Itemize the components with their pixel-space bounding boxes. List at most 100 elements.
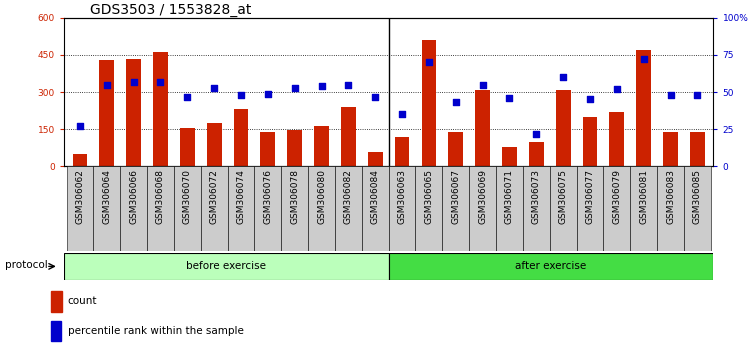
Bar <box>282 166 308 251</box>
Text: GSM306062: GSM306062 <box>75 169 84 224</box>
Bar <box>583 117 597 166</box>
Bar <box>657 166 684 251</box>
Point <box>155 79 167 85</box>
Bar <box>523 166 550 251</box>
Point <box>692 92 704 98</box>
Text: GSM306079: GSM306079 <box>612 169 621 224</box>
Text: GSM306078: GSM306078 <box>290 169 299 224</box>
Point <box>396 112 408 117</box>
Text: GSM306069: GSM306069 <box>478 169 487 224</box>
Bar <box>335 166 362 251</box>
Text: GSM306075: GSM306075 <box>559 169 568 224</box>
Text: GSM306073: GSM306073 <box>532 169 541 224</box>
Bar <box>636 50 651 166</box>
Point <box>584 97 596 102</box>
Bar <box>288 130 302 166</box>
Bar <box>362 166 389 251</box>
Bar <box>684 166 710 251</box>
Point <box>262 91 274 96</box>
Text: before exercise: before exercise <box>186 261 267 272</box>
Bar <box>609 112 624 166</box>
Bar <box>577 166 603 251</box>
Text: GDS3503 / 1553828_at: GDS3503 / 1553828_at <box>90 3 251 17</box>
Point <box>369 94 382 99</box>
Bar <box>308 166 335 251</box>
Bar <box>630 166 657 251</box>
Text: GSM306077: GSM306077 <box>586 169 595 224</box>
Point <box>181 94 193 99</box>
Bar <box>389 253 713 280</box>
Bar <box>180 128 195 166</box>
Bar <box>147 166 174 251</box>
Bar <box>93 166 120 251</box>
Bar <box>314 126 329 166</box>
Point <box>477 82 489 87</box>
Bar <box>126 58 141 166</box>
Text: GSM306063: GSM306063 <box>397 169 406 224</box>
Bar <box>368 152 382 166</box>
Point <box>423 59 435 65</box>
Bar <box>529 142 544 166</box>
Text: GSM306068: GSM306068 <box>156 169 165 224</box>
Bar <box>663 132 678 166</box>
Bar <box>690 132 704 166</box>
Bar <box>174 166 201 251</box>
Point <box>557 74 569 80</box>
Text: GSM306070: GSM306070 <box>182 169 192 224</box>
Bar <box>99 60 114 166</box>
Text: GSM306065: GSM306065 <box>424 169 433 224</box>
Bar <box>201 166 228 251</box>
Text: GSM306072: GSM306072 <box>210 169 219 224</box>
Bar <box>550 166 577 251</box>
Bar <box>341 107 356 166</box>
Text: GSM306074: GSM306074 <box>237 169 246 224</box>
Point <box>611 86 623 92</box>
Bar <box>448 132 463 166</box>
Bar <box>469 166 496 251</box>
Bar <box>51 291 62 312</box>
Bar <box>421 40 436 166</box>
Text: count: count <box>68 296 97 307</box>
Point <box>450 99 462 105</box>
Text: GSM306085: GSM306085 <box>693 169 702 224</box>
Bar <box>556 90 571 166</box>
Bar <box>603 166 630 251</box>
Bar <box>496 166 523 251</box>
Bar <box>64 253 389 280</box>
Text: GSM306064: GSM306064 <box>102 169 111 224</box>
Point <box>128 79 140 85</box>
Bar <box>51 321 62 341</box>
Bar <box>67 166 93 251</box>
Point <box>288 85 300 90</box>
Bar <box>415 166 442 251</box>
Text: percentile rank within the sample: percentile rank within the sample <box>68 326 243 336</box>
Bar <box>395 137 409 166</box>
Bar <box>442 166 469 251</box>
Text: GSM306083: GSM306083 <box>666 169 675 224</box>
Point <box>638 57 650 62</box>
Point <box>315 83 327 89</box>
Bar <box>153 52 168 166</box>
Point <box>74 124 86 129</box>
Text: GSM306067: GSM306067 <box>451 169 460 224</box>
Text: GSM306071: GSM306071 <box>505 169 514 224</box>
Bar <box>389 166 415 251</box>
Text: GSM306080: GSM306080 <box>317 169 326 224</box>
Bar <box>120 166 147 251</box>
Point <box>208 85 220 90</box>
Bar <box>234 109 249 166</box>
Text: GSM306081: GSM306081 <box>639 169 648 224</box>
Bar <box>73 154 87 166</box>
Point <box>235 92 247 98</box>
Point <box>342 82 354 87</box>
Text: protocol: protocol <box>5 260 48 270</box>
Bar <box>207 123 222 166</box>
Text: GSM306066: GSM306066 <box>129 169 138 224</box>
Point <box>665 92 677 98</box>
Bar <box>228 166 255 251</box>
Point <box>530 131 542 137</box>
Text: after exercise: after exercise <box>515 261 587 272</box>
Text: GSM306082: GSM306082 <box>344 169 353 224</box>
Bar <box>475 90 490 166</box>
Bar <box>255 166 282 251</box>
